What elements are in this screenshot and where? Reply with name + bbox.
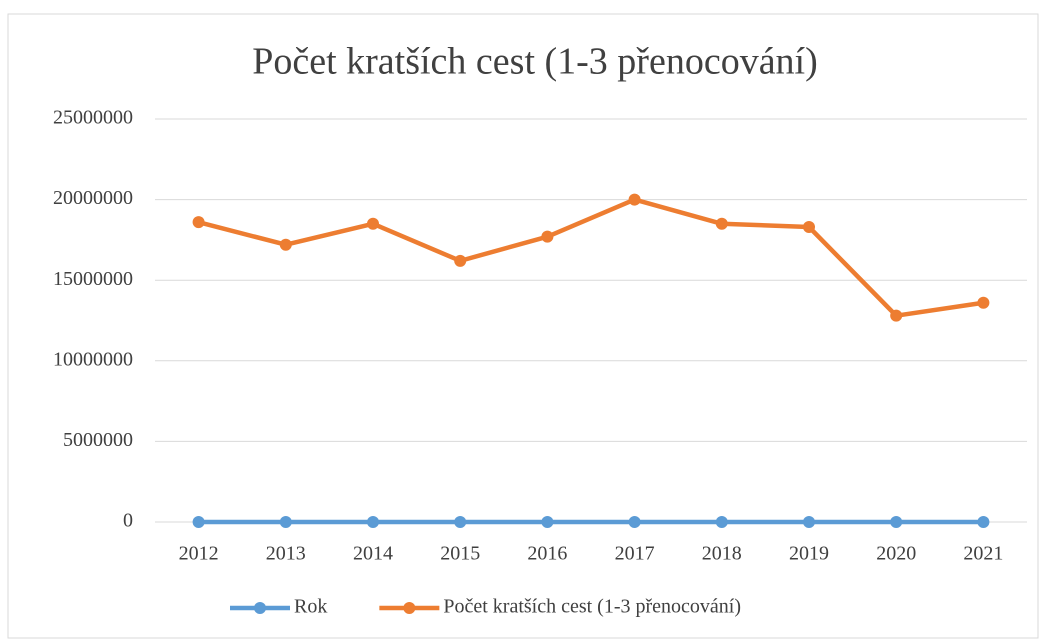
x-tick-label: 2014: [353, 543, 393, 565]
x-tick-label: 2015: [440, 543, 480, 565]
y-tick-label: 15000000: [53, 268, 133, 290]
y-tick-label: 10000000: [53, 348, 133, 370]
x-tick-label: 2021: [963, 543, 1003, 565]
data-point: [628, 193, 641, 206]
y-tick-label: 25000000: [53, 107, 133, 129]
series-line: [198, 197, 984, 318]
data-point: [890, 309, 903, 322]
x-tick-label: 2017: [615, 543, 655, 565]
legend-label: Rok: [294, 596, 327, 618]
data-point: [803, 221, 815, 234]
data-point: [628, 515, 641, 528]
y-tick-label: 20000000: [53, 187, 133, 209]
x-tick-label: 2019: [789, 543, 829, 565]
x-tick-label: 2013: [266, 543, 306, 565]
data-point: [454, 515, 467, 528]
x-tick-label: 2016: [527, 543, 567, 565]
data-point: [192, 515, 205, 528]
y-tick-label: 5000000: [63, 429, 133, 451]
data-point: [715, 217, 728, 230]
data-point: [890, 515, 903, 528]
chart-title: Počet kratších cest (1-3 přenocování): [252, 41, 818, 83]
x-tick-label: 2020: [876, 543, 916, 565]
chart-border: [7, 13, 1039, 639]
data-point: [803, 515, 815, 528]
data-point: [367, 515, 379, 528]
legend-marker: [254, 602, 266, 614]
legend-label: Počet kratších cest (1-3 přenocování): [443, 596, 741, 618]
legend-marker: [403, 602, 416, 614]
data-point: [367, 217, 379, 230]
y-tick-label: 0: [123, 510, 133, 532]
data-point: [541, 515, 554, 528]
data-point: [279, 515, 292, 528]
data-point: [977, 296, 990, 309]
data-point: [541, 230, 554, 243]
data-point: [715, 515, 728, 528]
data-point: [977, 515, 990, 528]
data-point: [192, 216, 205, 229]
data-point: [279, 238, 292, 251]
x-tick-label: 2012: [179, 543, 219, 565]
x-tick-label: 2018: [702, 543, 742, 565]
data-point: [454, 254, 467, 267]
